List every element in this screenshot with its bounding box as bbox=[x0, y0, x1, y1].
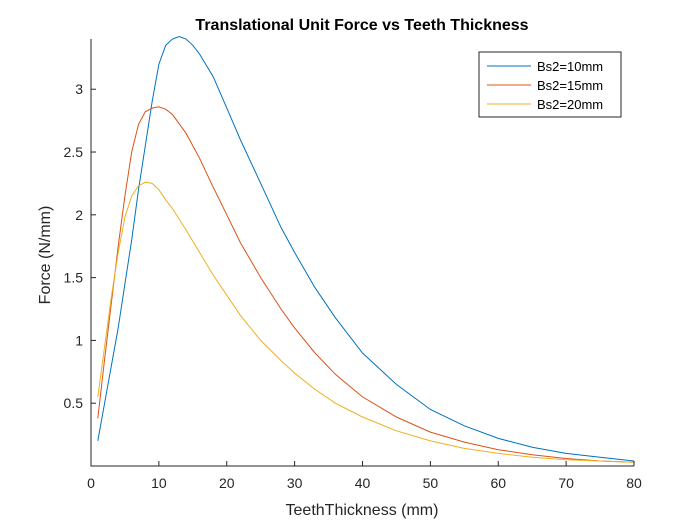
chart-title: Translational Unit Force vs Teeth Thickn… bbox=[195, 17, 528, 34]
series-line-2 bbox=[97, 106, 635, 463]
legend-entry: Bs2=15mm bbox=[537, 78, 603, 93]
x-tick-label: 70 bbox=[558, 475, 574, 491]
x-tick-label: 10 bbox=[151, 475, 167, 491]
y-tick-label: 2.5 bbox=[64, 144, 84, 160]
series-line-1 bbox=[97, 35, 635, 462]
x-tick-label: 60 bbox=[490, 475, 506, 491]
series-line-3 bbox=[97, 181, 635, 463]
x-tick-label: 30 bbox=[287, 475, 303, 491]
y-axis-label: Force (N/mm) bbox=[37, 206, 54, 305]
y-tick-label: 3 bbox=[75, 81, 83, 97]
x-tick-label: 50 bbox=[423, 475, 439, 491]
plot-area bbox=[97, 35, 635, 463]
legend-entry: Bs2=20mm bbox=[537, 97, 603, 112]
y-tick-label: 1.5 bbox=[64, 270, 84, 286]
y-tick-label: 2 bbox=[75, 207, 83, 223]
x-tick-label: 0 bbox=[87, 475, 95, 491]
y-tick-label: 0.5 bbox=[64, 395, 84, 411]
x-tick-label: 20 bbox=[219, 475, 235, 491]
x-axis-label: TeethThickness (mm) bbox=[286, 502, 439, 519]
x-tick-label: 80 bbox=[626, 475, 642, 491]
x-tick-label: 40 bbox=[355, 475, 371, 491]
legend-entry: Bs2=10mm bbox=[537, 59, 603, 74]
y-tick-label: 1 bbox=[75, 332, 83, 348]
legend: Bs2=10mm Bs2=15mm Bs2=20mm bbox=[478, 51, 622, 118]
axes: 0 10 20 30 40 50 60 70 80 0.5 1 1.5 2 2.5 3 bbox=[64, 39, 642, 491]
